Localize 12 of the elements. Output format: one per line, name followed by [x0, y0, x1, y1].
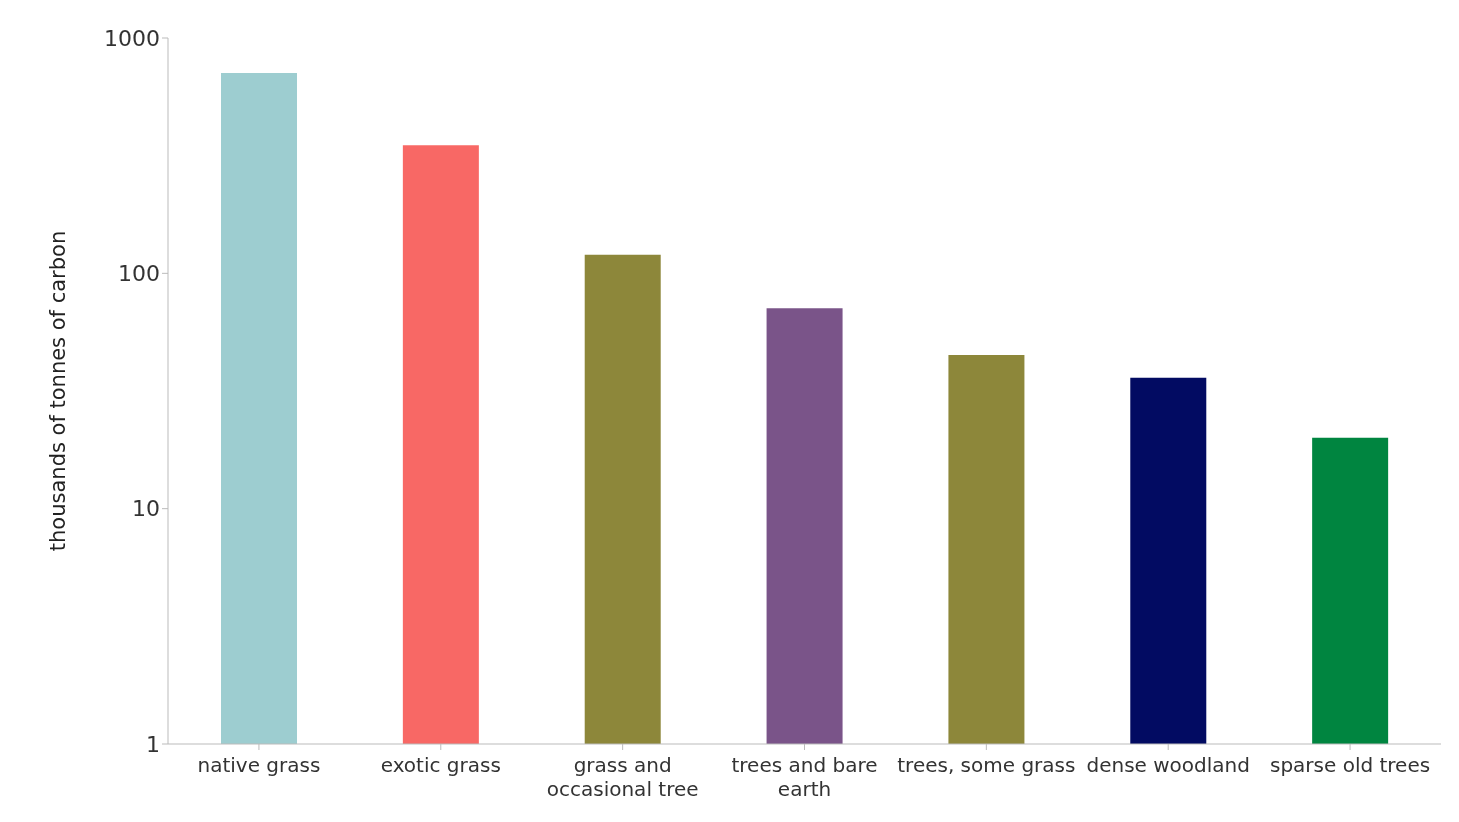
- x-tick-label: trees and bare earth: [731, 753, 878, 801]
- y-axis-title: thousands of tonnes of carbon: [46, 230, 71, 552]
- y-tick-label: 1: [146, 731, 160, 757]
- x-tick-label: native grass: [197, 753, 321, 777]
- x-tick-label: sparse old trees: [1269, 753, 1431, 777]
- y-tick-label: 1000: [104, 25, 160, 51]
- x-tick-label: grass and occasional tree: [546, 753, 699, 801]
- x-tick-label: exotic grass: [380, 753, 501, 777]
- x-tick-label: trees, some grass: [897, 753, 1076, 777]
- y-tick-label: 10: [132, 496, 160, 522]
- y-tick-label: 100: [118, 261, 160, 287]
- x-tick-label: dense woodland: [1086, 753, 1250, 777]
